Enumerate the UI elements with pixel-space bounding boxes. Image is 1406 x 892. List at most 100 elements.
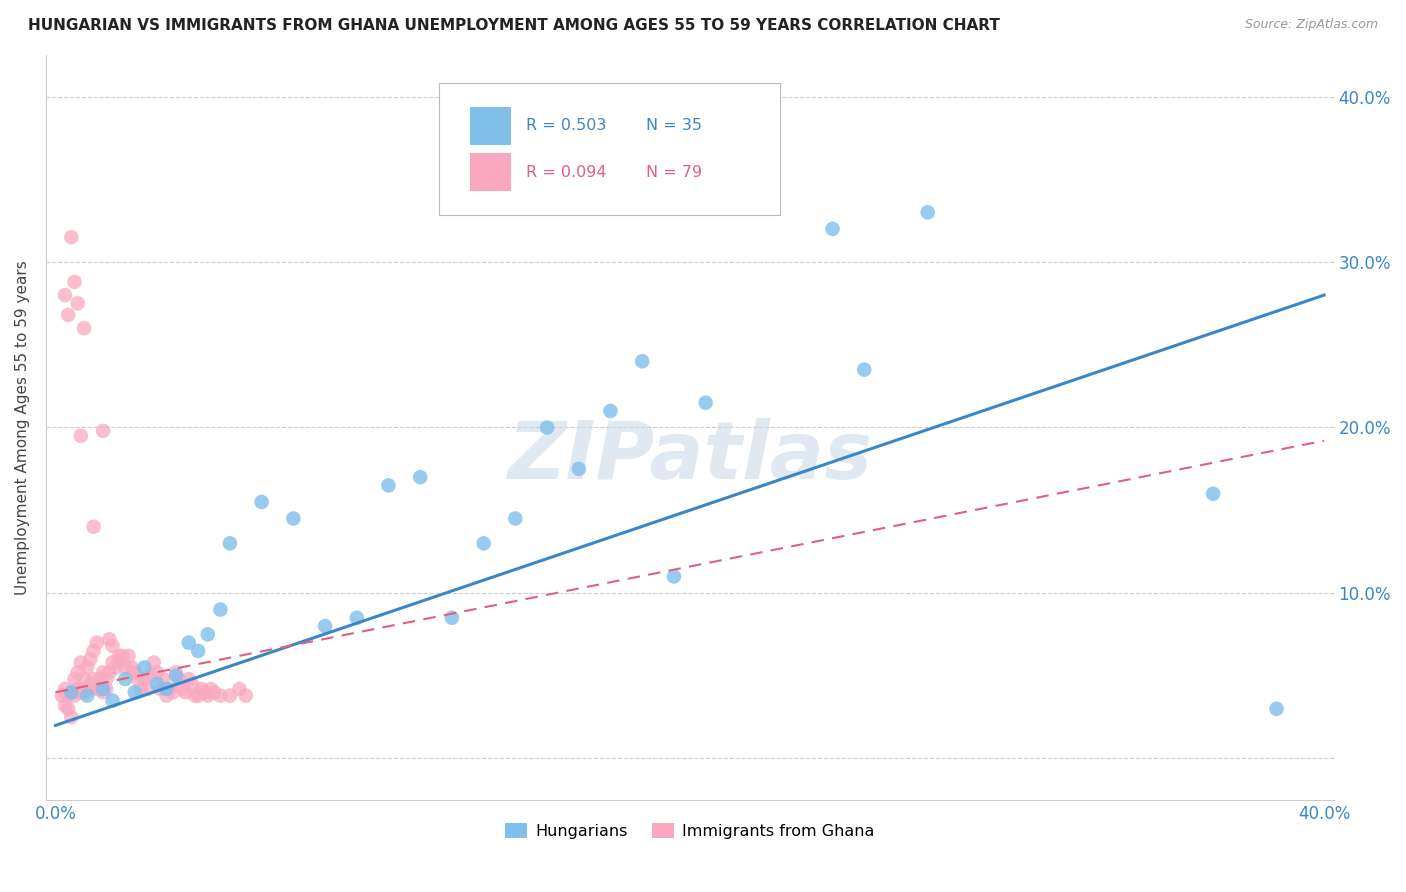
Point: [70, 685, 93, 699]
Point: [219, 689, 242, 703]
Point: [146, 665, 169, 680]
Point: [202, 685, 225, 699]
Point: [66, 296, 89, 310]
Point: [346, 611, 368, 625]
Point: [853, 362, 876, 376]
Point: [56, 702, 79, 716]
Point: [108, 648, 131, 663]
Point: [70, 656, 93, 670]
Point: [66, 681, 89, 696]
Legend: Hungarians, Immigrants from Ghana: Hungarians, Immigrants from Ghana: [499, 817, 882, 846]
Point: [96, 681, 118, 696]
Point: [89, 681, 111, 696]
Point: [76, 681, 98, 696]
Point: [200, 681, 222, 696]
Point: [111, 648, 134, 663]
Point: [149, 681, 172, 696]
Point: [1265, 702, 1288, 716]
Point: [165, 669, 187, 683]
Point: [101, 639, 124, 653]
Text: N = 35: N = 35: [645, 119, 702, 134]
Point: [159, 681, 181, 696]
FancyBboxPatch shape: [439, 83, 780, 215]
Point: [180, 677, 202, 691]
Point: [209, 689, 232, 703]
Point: [283, 511, 305, 525]
Point: [155, 681, 177, 696]
FancyBboxPatch shape: [470, 106, 510, 145]
Point: [129, 681, 152, 696]
Point: [73, 672, 96, 686]
Point: [83, 644, 105, 658]
Point: [89, 672, 111, 686]
Point: [136, 681, 159, 696]
Point: [63, 275, 86, 289]
Point: [209, 602, 232, 616]
Point: [56, 308, 79, 322]
Point: [60, 710, 83, 724]
Point: [51, 689, 73, 703]
Point: [177, 635, 200, 649]
Point: [53, 698, 76, 713]
Point: [60, 685, 83, 699]
Point: [63, 672, 86, 686]
Point: [165, 665, 187, 680]
Point: [101, 656, 124, 670]
Point: [662, 569, 685, 583]
Point: [314, 619, 336, 633]
Text: N = 79: N = 79: [645, 164, 702, 179]
Point: [821, 222, 844, 236]
Point: [127, 672, 149, 686]
Point: [86, 635, 108, 649]
Point: [695, 395, 717, 409]
Point: [101, 693, 124, 707]
Point: [66, 665, 89, 680]
Point: [104, 660, 127, 674]
Text: Source: ZipAtlas.com: Source: ZipAtlas.com: [1244, 18, 1378, 31]
Point: [536, 420, 558, 434]
Point: [631, 354, 654, 368]
Point: [142, 656, 165, 670]
Point: [505, 511, 527, 525]
Point: [76, 660, 98, 674]
Point: [235, 689, 257, 703]
Point: [91, 685, 114, 699]
Point: [1202, 486, 1225, 500]
Point: [83, 520, 105, 534]
Point: [86, 681, 108, 696]
Text: HUNGARIAN VS IMMIGRANTS FROM GHANA UNEMPLOYMENT AMONG AGES 55 TO 59 YEARS CORREL: HUNGARIAN VS IMMIGRANTS FROM GHANA UNEMP…: [28, 18, 1000, 33]
Point: [568, 462, 591, 476]
Point: [377, 478, 399, 492]
Point: [152, 672, 174, 686]
Point: [167, 672, 190, 686]
Point: [193, 685, 215, 699]
Point: [184, 689, 207, 703]
FancyBboxPatch shape: [470, 153, 510, 192]
Point: [197, 627, 219, 641]
Point: [174, 685, 197, 699]
Point: [53, 681, 76, 696]
Point: [91, 424, 114, 438]
Point: [73, 321, 96, 335]
Point: [139, 669, 162, 683]
Point: [83, 672, 105, 686]
Point: [197, 689, 219, 703]
Point: [124, 665, 146, 680]
Point: [53, 288, 76, 302]
Point: [73, 685, 96, 699]
Text: R = 0.503: R = 0.503: [526, 119, 606, 134]
Point: [108, 656, 131, 670]
Point: [134, 672, 156, 686]
Point: [114, 672, 136, 686]
Point: [440, 611, 463, 625]
Point: [63, 689, 86, 703]
Point: [599, 404, 621, 418]
Point: [219, 536, 242, 550]
Point: [70, 429, 93, 443]
Text: R = 0.094: R = 0.094: [526, 164, 607, 179]
Point: [91, 681, 114, 696]
Point: [79, 652, 101, 666]
Point: [96, 672, 118, 686]
Point: [190, 681, 212, 696]
Point: [250, 495, 273, 509]
